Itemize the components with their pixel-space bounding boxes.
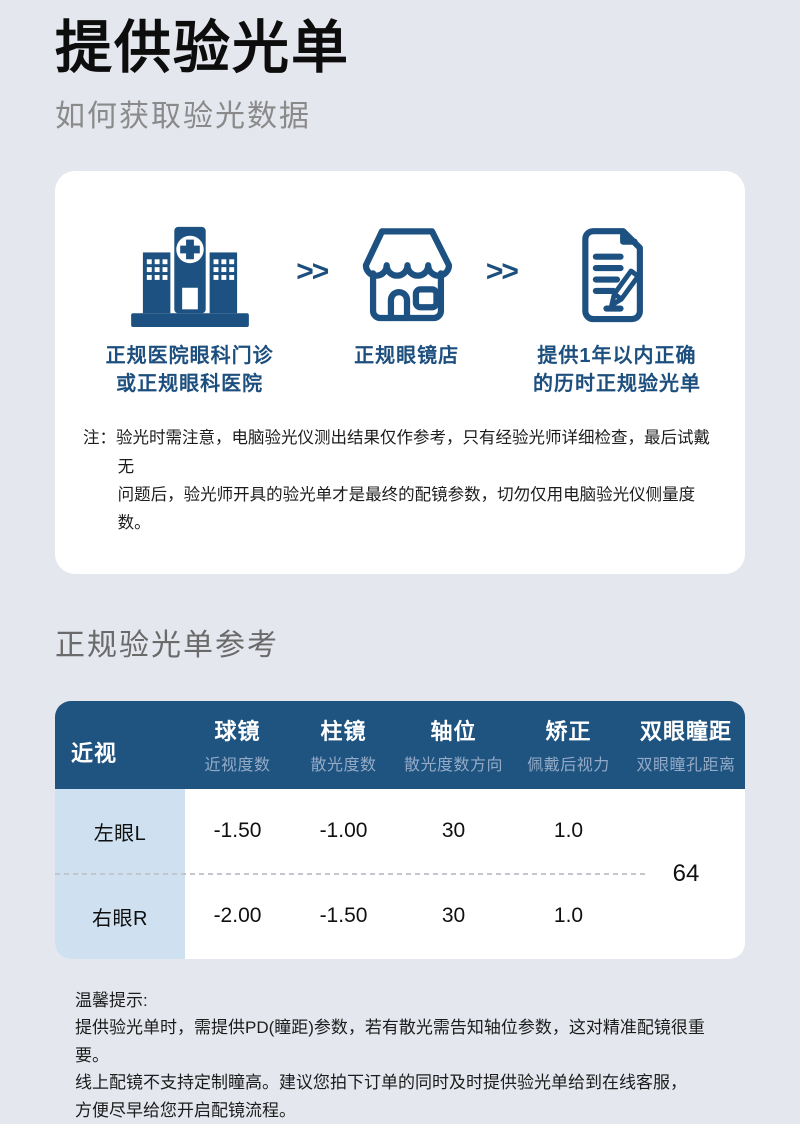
header-sublabel: 近视度数 [204,757,271,775]
table-body: 左眼L -1.50 -1.00 30 1.0 64 右眼R -2.00 -1.5… [55,788,745,959]
section-title-reference: 正规验光单参考 [55,628,279,662]
header-sublabel: 散光度数方向 [403,757,503,775]
header-label: 柱镜 [320,719,367,745]
header-label: 矫正 [545,719,592,745]
note-line: 问题后，验光师开具的验光单才是最终的配镜参数，切勿仅用电脑验光仪侧量度数。 [117,486,696,533]
warm-tips: 温馨提示: 提供验光单时，需提供PD(瞳距)参数，若有散光需告知轴位参数，这对精… [55,987,745,1124]
store-icon [357,215,457,327]
arrow-chevrons-icon: >> [296,254,329,288]
header-label: 轴位 [430,719,477,745]
header-cell-sphere: 球镜 近视度数 [185,701,290,789]
optometry-note: 注：验光时需注意，电脑验光仪测出结果仅作参考，只有经验光师详细检查，最后试戴无 … [83,424,717,538]
step-label-line: 的历时正规验光单 [532,372,701,395]
cell-pd-value: 64 [672,859,700,887]
header-label: 双眼瞳距 [639,719,732,745]
header-sublabel: 散光度数 [310,757,377,775]
header-label: 球镜 [214,719,261,745]
header-cell-axis: 轴位 散光度数方向 [397,701,510,789]
tips-heading: 温馨提示: [75,990,148,1010]
header-cell-pd: 双眼瞳距 双眼瞳孔距离 [627,701,745,789]
tips-line: 方便尽早给您开启配镜流程。 [75,1100,296,1120]
page-title: 提供验光单 [55,16,350,80]
step-label-prescription: 提供1年以内正确 的历时正规验光单 [533,342,701,399]
page-subtitle: 如何获取验光数据 [55,99,311,133]
header-label: 近视 [71,740,118,766]
process-steps-row: 正规医院眼科门诊 或正规眼科医院 >> [83,215,717,399]
cell-left-cylinder: -1.00 [319,819,368,843]
note-line: 注：验光时需注意，电脑验光仪测出结果仅作参考，只有经验光师详细检查，最后试戴无 [83,429,710,476]
process-card: 正规医院眼科门诊 或正规眼科医院 >> [55,170,745,574]
header-cell-corrected: 矫正 佩戴后视力 [510,701,627,789]
cell-right-axis: 30 [441,904,466,928]
table-header-row: 近视 球镜 近视度数 柱镜 散光度数 轴位 散光度数方向 矫正 佩戴后视力 双眼… [55,700,745,789]
cell-left-corrected: 1.0 [553,819,584,843]
process-step-store: 正规眼镜店 [327,215,486,370]
tips-line: 提供验光单时，需提供PD(瞳距)参数，若有散光需告知轴位参数，这对精准配镜很重要… [75,1018,705,1065]
prescription-document-icon [573,215,661,327]
step-label-line: 正规医院眼科门诊 [105,344,274,367]
step-label-line: 或正规眼科医院 [116,372,264,395]
hospital-icon [130,215,249,327]
row-divider [55,872,645,875]
step-label-line: 提供1年以内正确 [537,344,697,367]
cell-right-corrected: 1.0 [553,904,584,928]
header-cell-cylinder: 柱镜 散光度数 [290,701,397,789]
step-label-store: 正规眼镜店 [354,342,459,370]
step-label-line: 正规眼镜店 [354,344,460,367]
row-label-left-eye: 左眼L [55,788,185,874]
tips-line: 线上配镜不支持定制瞳高。建议您拍下订单的同时及时提供验光单给到在线客服， [75,1073,687,1093]
cell-right-cylinder: -1.50 [319,904,368,928]
process-step-hospital: 正规医院眼科门诊 或正规眼科医院 [83,215,296,399]
cell-left-axis: 30 [441,819,466,843]
step-label-hospital: 正规医院眼科门诊 或正规眼科医院 [106,342,274,399]
row-label-right-eye: 右眼R [55,873,185,959]
header-cell-myopia: 近视 [55,701,185,789]
arrow-chevrons-icon: >> [485,254,519,288]
process-step-prescription: 提供1年以内正确 的历时正规验光单 [517,215,717,399]
cell-right-sphere: -2.00 [213,904,262,928]
header-sublabel: 双眼瞳孔距离 [636,757,736,775]
cell-left-sphere: -1.50 [213,819,262,843]
prescription-table: 近视 球镜 近视度数 柱镜 散光度数 轴位 散光度数方向 矫正 佩戴后视力 双眼… [55,700,745,959]
header-sublabel: 佩戴后视力 [527,757,610,775]
